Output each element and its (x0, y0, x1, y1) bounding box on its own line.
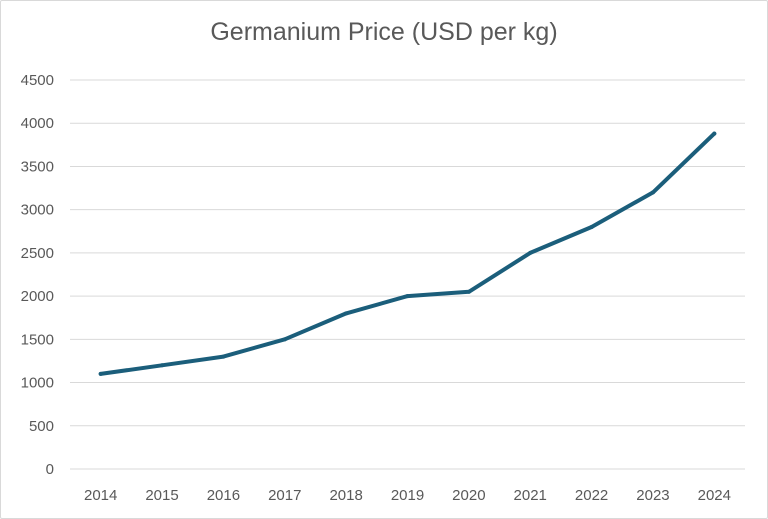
gridlines (70, 79, 745, 470)
data-point-2020 (466, 289, 471, 294)
data-point-2021 (528, 250, 533, 255)
x-axis-tick-labels: 2014 2015 2016 2017 2018 2019 2020 2021 2022 2023… (84, 487, 731, 504)
chart-title: Germanium Price (USD per kg) (210, 18, 558, 46)
x-tick-label: 2023 (636, 487, 669, 504)
x-tick-label: 2021 (514, 487, 547, 504)
series-layer (98, 131, 717, 376)
series-line-0 (98, 131, 717, 376)
y-tick-label: 4000 (21, 115, 54, 132)
y-tick-label: 1500 (21, 331, 54, 348)
y-tick-label: 2000 (21, 288, 54, 305)
y-tick-label: 500 (29, 418, 54, 435)
y-tick-label: 0 (46, 461, 54, 478)
data-point-2015 (160, 363, 165, 368)
x-tick-label: 2016 (207, 487, 240, 504)
x-tick-label: 2015 (145, 487, 178, 504)
x-tick-label: 2020 (452, 487, 485, 504)
data-point-2019 (405, 294, 410, 299)
x-tick-label: 2019 (391, 487, 424, 504)
x-tick-label: 2022 (575, 487, 608, 504)
y-tick-label: 1000 (21, 375, 54, 392)
data-point-2017 (282, 337, 287, 342)
data-point-2023 (650, 190, 655, 195)
y-axis-tick-labels: 0 500 1000 1500 2000 2500 3000 3500 4000 4500 (21, 72, 54, 478)
data-point-2024 (712, 131, 717, 136)
data-point-2014 (98, 371, 103, 376)
data-point-2022 (589, 224, 594, 229)
y-tick-label: 3000 (21, 202, 54, 219)
data-point-2016 (221, 354, 226, 359)
y-tick-label: 2500 (21, 245, 54, 262)
x-tick-label: 2024 (698, 487, 731, 504)
data-point-2018 (344, 311, 349, 316)
x-tick-label: 2018 (329, 487, 362, 504)
y-tick-label: 4500 (21, 72, 54, 89)
y-tick-label: 3500 (21, 158, 54, 175)
x-tick-label: 2014 (84, 487, 117, 504)
x-tick-label: 2017 (268, 487, 301, 504)
